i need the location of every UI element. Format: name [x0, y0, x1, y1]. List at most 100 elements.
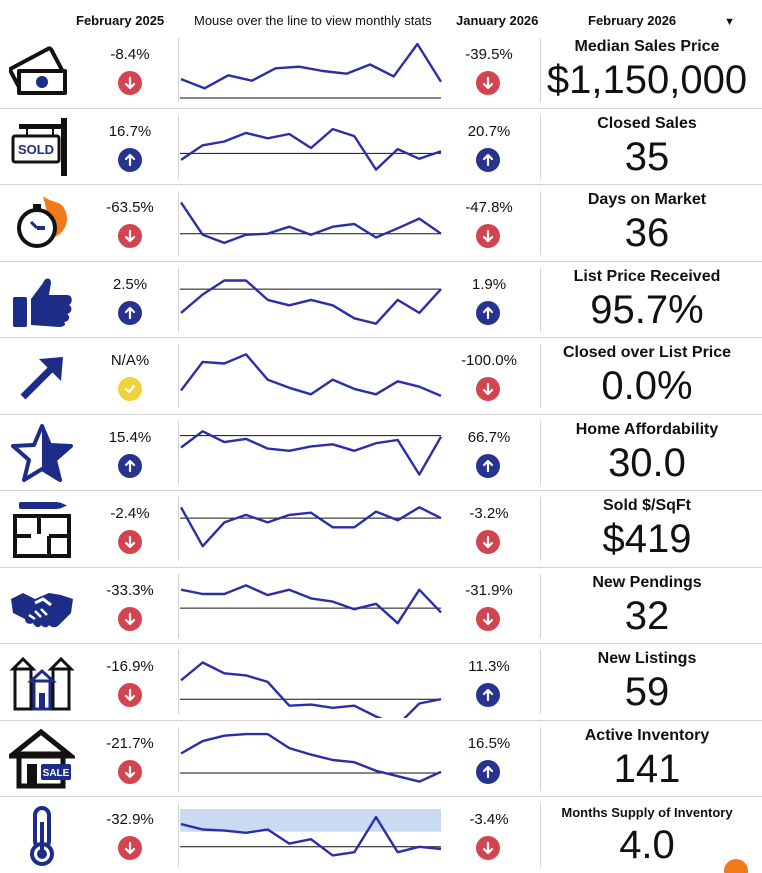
- mom-change: -3.4%: [469, 811, 509, 828]
- mom-change: -39.5%: [465, 46, 513, 63]
- svg-text:SOLD: SOLD: [18, 142, 54, 157]
- trend-sparkline[interactable]: [180, 572, 442, 642]
- metric-value: 4.0: [619, 823, 675, 867]
- trend-sparkline[interactable]: [180, 419, 442, 489]
- metric-row: -32.9% -3.4% Months Supply of Inventory 4…: [0, 797, 762, 873]
- up-arrow-icon: [476, 759, 500, 784]
- metric-value: 32: [624, 593, 670, 638]
- metric-name: List Price Received: [573, 267, 721, 285]
- trend-line[interactable]: [180, 583, 442, 624]
- thermometer-icon: [6, 803, 78, 867]
- column-divider: [540, 267, 541, 332]
- up-arrow-icon: [118, 147, 142, 172]
- trend-line[interactable]: [180, 201, 442, 245]
- mom-change: 16.5%: [467, 734, 511, 752]
- period-select[interactable]: February 2026 ▼: [588, 13, 735, 28]
- trend-sparkline[interactable]: [180, 648, 442, 718]
- column-divider: [540, 420, 541, 485]
- column-divider: [540, 803, 541, 867]
- column-divider: [178, 267, 179, 332]
- down-arrow-icon: [118, 224, 142, 248]
- column-divider: [540, 497, 541, 561]
- money-stack-icon: [6, 38, 78, 102]
- trend-sparkline[interactable]: [180, 113, 442, 183]
- yoy-change: 15.4%: [108, 428, 152, 446]
- metrics-table: -8.4% -39.5% Median Sales Price $1,150,00…: [0, 32, 762, 873]
- down-arrow-icon: [118, 606, 142, 631]
- yoy-change: -16.9%: [106, 658, 154, 675]
- right-period-label: January 2026: [456, 13, 539, 28]
- metric-name: Sold $/SqFt: [603, 497, 691, 514]
- metric-name: New Listings: [597, 650, 697, 667]
- yoy-change: 2.5%: [112, 275, 148, 293]
- trend-line[interactable]: [180, 506, 442, 548]
- trend-line[interactable]: [180, 127, 442, 171]
- up-arrow-icon: [476, 147, 500, 172]
- column-divider: [178, 650, 179, 714]
- column-divider: [540, 650, 541, 714]
- metric-value: 141: [613, 746, 681, 791]
- down-arrow-icon: [118, 530, 142, 554]
- trend-sparkline[interactable]: [180, 725, 442, 795]
- metric-row: 2.5% 1.9% List Price Received 95.7%: [0, 262, 762, 338]
- floor-plan-icon: [6, 497, 78, 561]
- trend-sparkline[interactable]: [180, 495, 442, 565]
- down-arrow-icon: [476, 836, 500, 860]
- house-for-sale-icon: SALE: [6, 727, 78, 791]
- column-divider: [178, 344, 179, 408]
- up-arrow-icon: [476, 300, 500, 325]
- check-icon: [118, 377, 142, 401]
- metric-value: 0.0%: [601, 364, 693, 408]
- column-divider: [178, 573, 179, 638]
- stopwatch-fire-icon: [6, 191, 78, 255]
- column-divider: [540, 191, 541, 255]
- trend-sparkline[interactable]: [180, 342, 442, 412]
- down-arrow-icon: [476, 377, 500, 401]
- yoy-change: -32.9%: [106, 811, 154, 828]
- metric-row: -63.5% -47.8% Days on Market 36: [0, 185, 762, 262]
- down-arrow-icon: [476, 224, 500, 248]
- houses-icon: [6, 650, 78, 714]
- up-arrow-icon: [476, 453, 500, 478]
- metric-value: 30.0: [608, 440, 686, 485]
- trend-arrow-icon: [6, 344, 78, 408]
- yoy-change: N/A%: [110, 352, 150, 369]
- trend-line[interactable]: [180, 353, 442, 398]
- yoy-change: -21.7%: [106, 734, 154, 752]
- instruction-text: Mouse over the line to view monthly stat…: [194, 13, 432, 28]
- metric-name: Months Supply of Inventory: [561, 805, 733, 820]
- down-arrow-icon: [118, 683, 142, 707]
- mom-change: -100.0%: [461, 352, 517, 369]
- yoy-change: -33.3%: [106, 581, 154, 599]
- metric-row: -2.4% -3.2% Sold $/SqFt $419: [0, 491, 762, 568]
- metric-value: 35: [624, 134, 670, 179]
- column-divider: [540, 726, 541, 791]
- sold-sign-icon: SOLD: [6, 115, 78, 179]
- yoy-change: -2.4%: [110, 505, 150, 522]
- metric-name: Home Affordability: [575, 420, 719, 438]
- mom-change: 11.3%: [468, 658, 510, 675]
- column-divider: [178, 191, 179, 255]
- trend-line[interactable]: [180, 278, 442, 325]
- mom-change: -31.9%: [465, 581, 513, 599]
- metric-value: 36: [624, 211, 670, 255]
- star-icon: [6, 421, 78, 485]
- trend-line[interactable]: [180, 42, 442, 90]
- feedback-button[interactable]: [724, 859, 748, 873]
- trend-sparkline[interactable]: [180, 36, 442, 106]
- metric-name: New Pendings: [592, 573, 702, 591]
- trend-sparkline[interactable]: [180, 189, 442, 259]
- metric-value: 59: [624, 670, 670, 714]
- trend-line[interactable]: [180, 661, 442, 719]
- trend-sparkline[interactable]: [180, 266, 442, 336]
- metric-value: $419: [602, 517, 692, 561]
- trend-sparkline[interactable]: [180, 801, 442, 871]
- trend-line[interactable]: [180, 732, 442, 783]
- header-bar: February 2025 Mouse over the line to vie…: [0, 0, 762, 34]
- mom-change: -47.8%: [465, 199, 513, 216]
- metric-value: $1,150,000: [546, 58, 748, 102]
- metric-row: SOLD 16.7% 20.7% Closed Sales 35: [0, 109, 762, 185]
- down-arrow-icon: [476, 530, 500, 554]
- trend-line[interactable]: [180, 815, 442, 857]
- trend-line[interactable]: [180, 429, 442, 476]
